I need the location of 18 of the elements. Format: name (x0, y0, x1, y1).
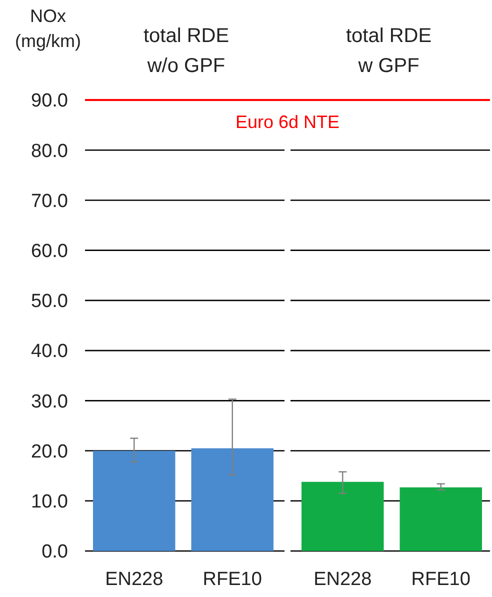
y-tick-label: 60.0 (31, 240, 68, 262)
y-tick-label: 20.0 (31, 441, 68, 462)
text: total RDE w GPF (346, 25, 432, 77)
x-tick-label: EN228 (105, 569, 164, 590)
x-tick-label: RFE10 (202, 569, 262, 590)
y-tick-label: 50.0 (31, 291, 68, 312)
y-axis-title: NOx (mg/km) (15, 6, 81, 51)
y-tick-label: 40.0 (31, 341, 68, 362)
x-tick-label: RFE10 (411, 569, 470, 590)
ref-line-label: Euro 6d NTE (235, 112, 340, 132)
y-tick-label: 30.0 (31, 391, 68, 412)
y-tick-label: 90.0 (31, 90, 68, 112)
y-tick-label: 10.0 (31, 492, 68, 513)
x-tick-label: EN228 (314, 569, 372, 590)
y-tick-label: 0.0 (42, 542, 68, 563)
y-tick-label: 70.0 (31, 190, 68, 212)
y-tick-label: 80.0 (31, 140, 68, 162)
text: total RDE w/o GPF (143, 25, 230, 77)
